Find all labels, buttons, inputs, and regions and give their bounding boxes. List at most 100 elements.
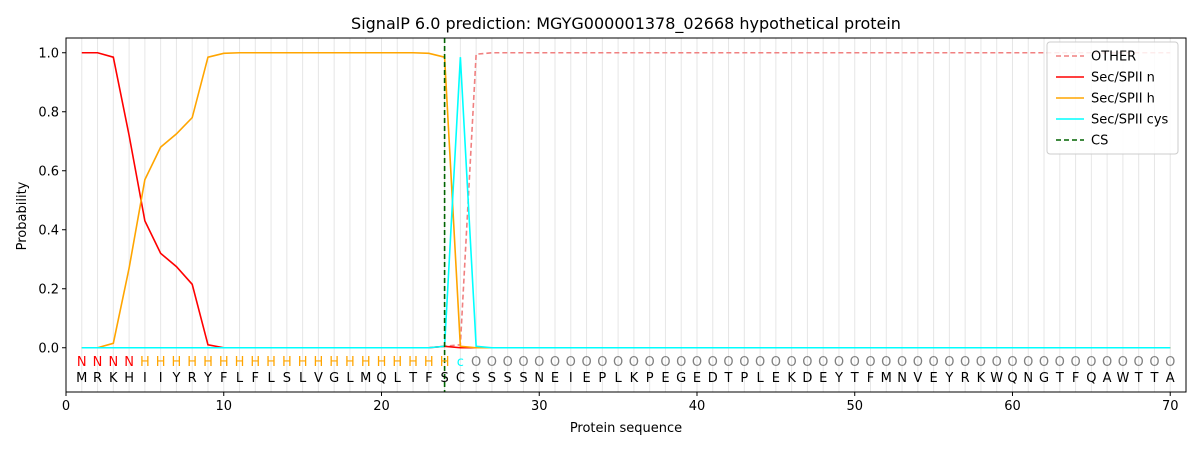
region-label: O (960, 355, 970, 370)
region-label: O (597, 355, 607, 370)
region-label: O (976, 355, 986, 370)
sequence-letter: R (188, 371, 197, 386)
sequence-letter: M (76, 371, 87, 386)
sequence-letter: H (124, 371, 134, 386)
region-label: O (581, 355, 591, 370)
region-label: O (944, 355, 954, 370)
region-label: O (1134, 355, 1144, 370)
sequence-letter: A (1166, 371, 1175, 386)
region-label: O (550, 355, 560, 370)
grid-layer (81, 38, 1171, 392)
region-label: N (108, 355, 118, 370)
region-label: O (913, 355, 923, 370)
x-tick-label: 40 (689, 399, 706, 414)
region-label: O (755, 355, 765, 370)
y-tick-label: 0.8 (38, 105, 59, 120)
region-label: O (534, 355, 544, 370)
region-label: O (503, 355, 513, 370)
sequence-letter: K (630, 371, 639, 386)
region-label: O (739, 355, 749, 370)
region-label: O (518, 355, 528, 370)
region-label: H (377, 355, 387, 370)
region-label: O (613, 355, 623, 370)
plot-frame (65, 37, 1187, 393)
y-tick-label: 0.2 (38, 282, 59, 297)
region-label: H (392, 355, 402, 370)
sequence-letter: E (929, 371, 937, 386)
region-label: O (1118, 355, 1128, 370)
sequence-letter: F (867, 371, 874, 386)
sequence-letter: Y (171, 371, 180, 386)
sequence-letter: F (1072, 371, 1079, 386)
sequence-letter: L (299, 371, 307, 386)
region-label: H (156, 355, 166, 370)
region-label: H (345, 355, 355, 370)
legend-entry: CS (1091, 134, 1108, 149)
sequence-letter: N (897, 371, 907, 386)
sequence-letter: R (93, 371, 102, 386)
region-label: H (361, 355, 371, 370)
region-label: O (897, 355, 907, 370)
sequence-letter: I (143, 371, 147, 386)
axes-layer: 0 10 20 30 40 50 60 70 0.0 0.2 0.4 0.6 0.8 1.0 (38, 37, 1187, 414)
sequence-letter: I (159, 371, 163, 386)
sequence-letter: M (360, 371, 371, 386)
sequence-letter: F (425, 371, 432, 386)
sequence-letter: K (109, 371, 118, 386)
sequence-letter: S (504, 371, 512, 386)
region-label: O (850, 355, 860, 370)
x-tick-label: 0 (62, 399, 70, 414)
legend-entry: Sec/SPII h (1091, 92, 1155, 107)
region-label: N (77, 355, 87, 370)
sequence-letter: D (708, 371, 718, 386)
sequence-letter: L (756, 371, 764, 386)
region-label: H (266, 355, 276, 370)
sequence-letter: W (990, 371, 1003, 386)
sequence-letter: S (440, 371, 448, 386)
region-label: O (1070, 355, 1080, 370)
sequence-letter: E (693, 371, 701, 386)
sequence-letter: E (551, 371, 559, 386)
region-label: O (771, 355, 781, 370)
sequence-letter: T (850, 371, 859, 386)
region-label: O (787, 355, 797, 370)
sequence-letter: Q (1007, 371, 1017, 386)
sequence-letter: E (772, 371, 780, 386)
sequence-letter: N (1023, 371, 1033, 386)
region-label: H (282, 355, 292, 370)
region-label: H (424, 355, 434, 370)
region-label: O (629, 355, 639, 370)
sequence-letter: K (787, 371, 796, 386)
sequence-letter: G (329, 371, 339, 386)
region-label: N (93, 355, 103, 370)
legend: OTHER Sec/SPII n Sec/SPII h Sec/SPII cys CS (1046, 41, 1179, 155)
region-label: H (219, 355, 229, 370)
sequence-letter: E (582, 371, 590, 386)
region-label: O (1055, 355, 1065, 370)
sequence-letter: T (724, 371, 733, 386)
region-label: H (440, 355, 450, 370)
x-tick-label: 20 (373, 399, 390, 414)
y-tick-label: 0.0 (38, 341, 59, 356)
sequence-letter: I (569, 371, 573, 386)
region-label: H (314, 355, 324, 370)
sequence-layer: NMNRNKNHHIHIHYHRHYHFHLHFHLHSHLHVHGHLHMHQ… (76, 355, 1175, 386)
sequence-letter: T (1055, 371, 1064, 386)
series-line-sec-spii-cys (81, 57, 1171, 349)
legend-entry: OTHER (1091, 50, 1136, 65)
region-label: O (676, 355, 686, 370)
legend-entry: Sec/SPII cys (1091, 113, 1169, 128)
region-label: O (487, 355, 497, 370)
region-label: N (124, 355, 134, 370)
sequence-letter: E (661, 371, 669, 386)
region-label: O (881, 355, 891, 370)
x-axis-label: Protein sequence (570, 421, 682, 436)
y-tick-label: 0.4 (38, 223, 59, 238)
region-label: O (708, 355, 718, 370)
sequence-letter: S (472, 371, 480, 386)
region-label: O (818, 355, 828, 370)
region-label: H (187, 355, 197, 370)
series-line-other (81, 51, 1171, 349)
region-label: O (802, 355, 812, 370)
sequence-letter: L (236, 371, 244, 386)
